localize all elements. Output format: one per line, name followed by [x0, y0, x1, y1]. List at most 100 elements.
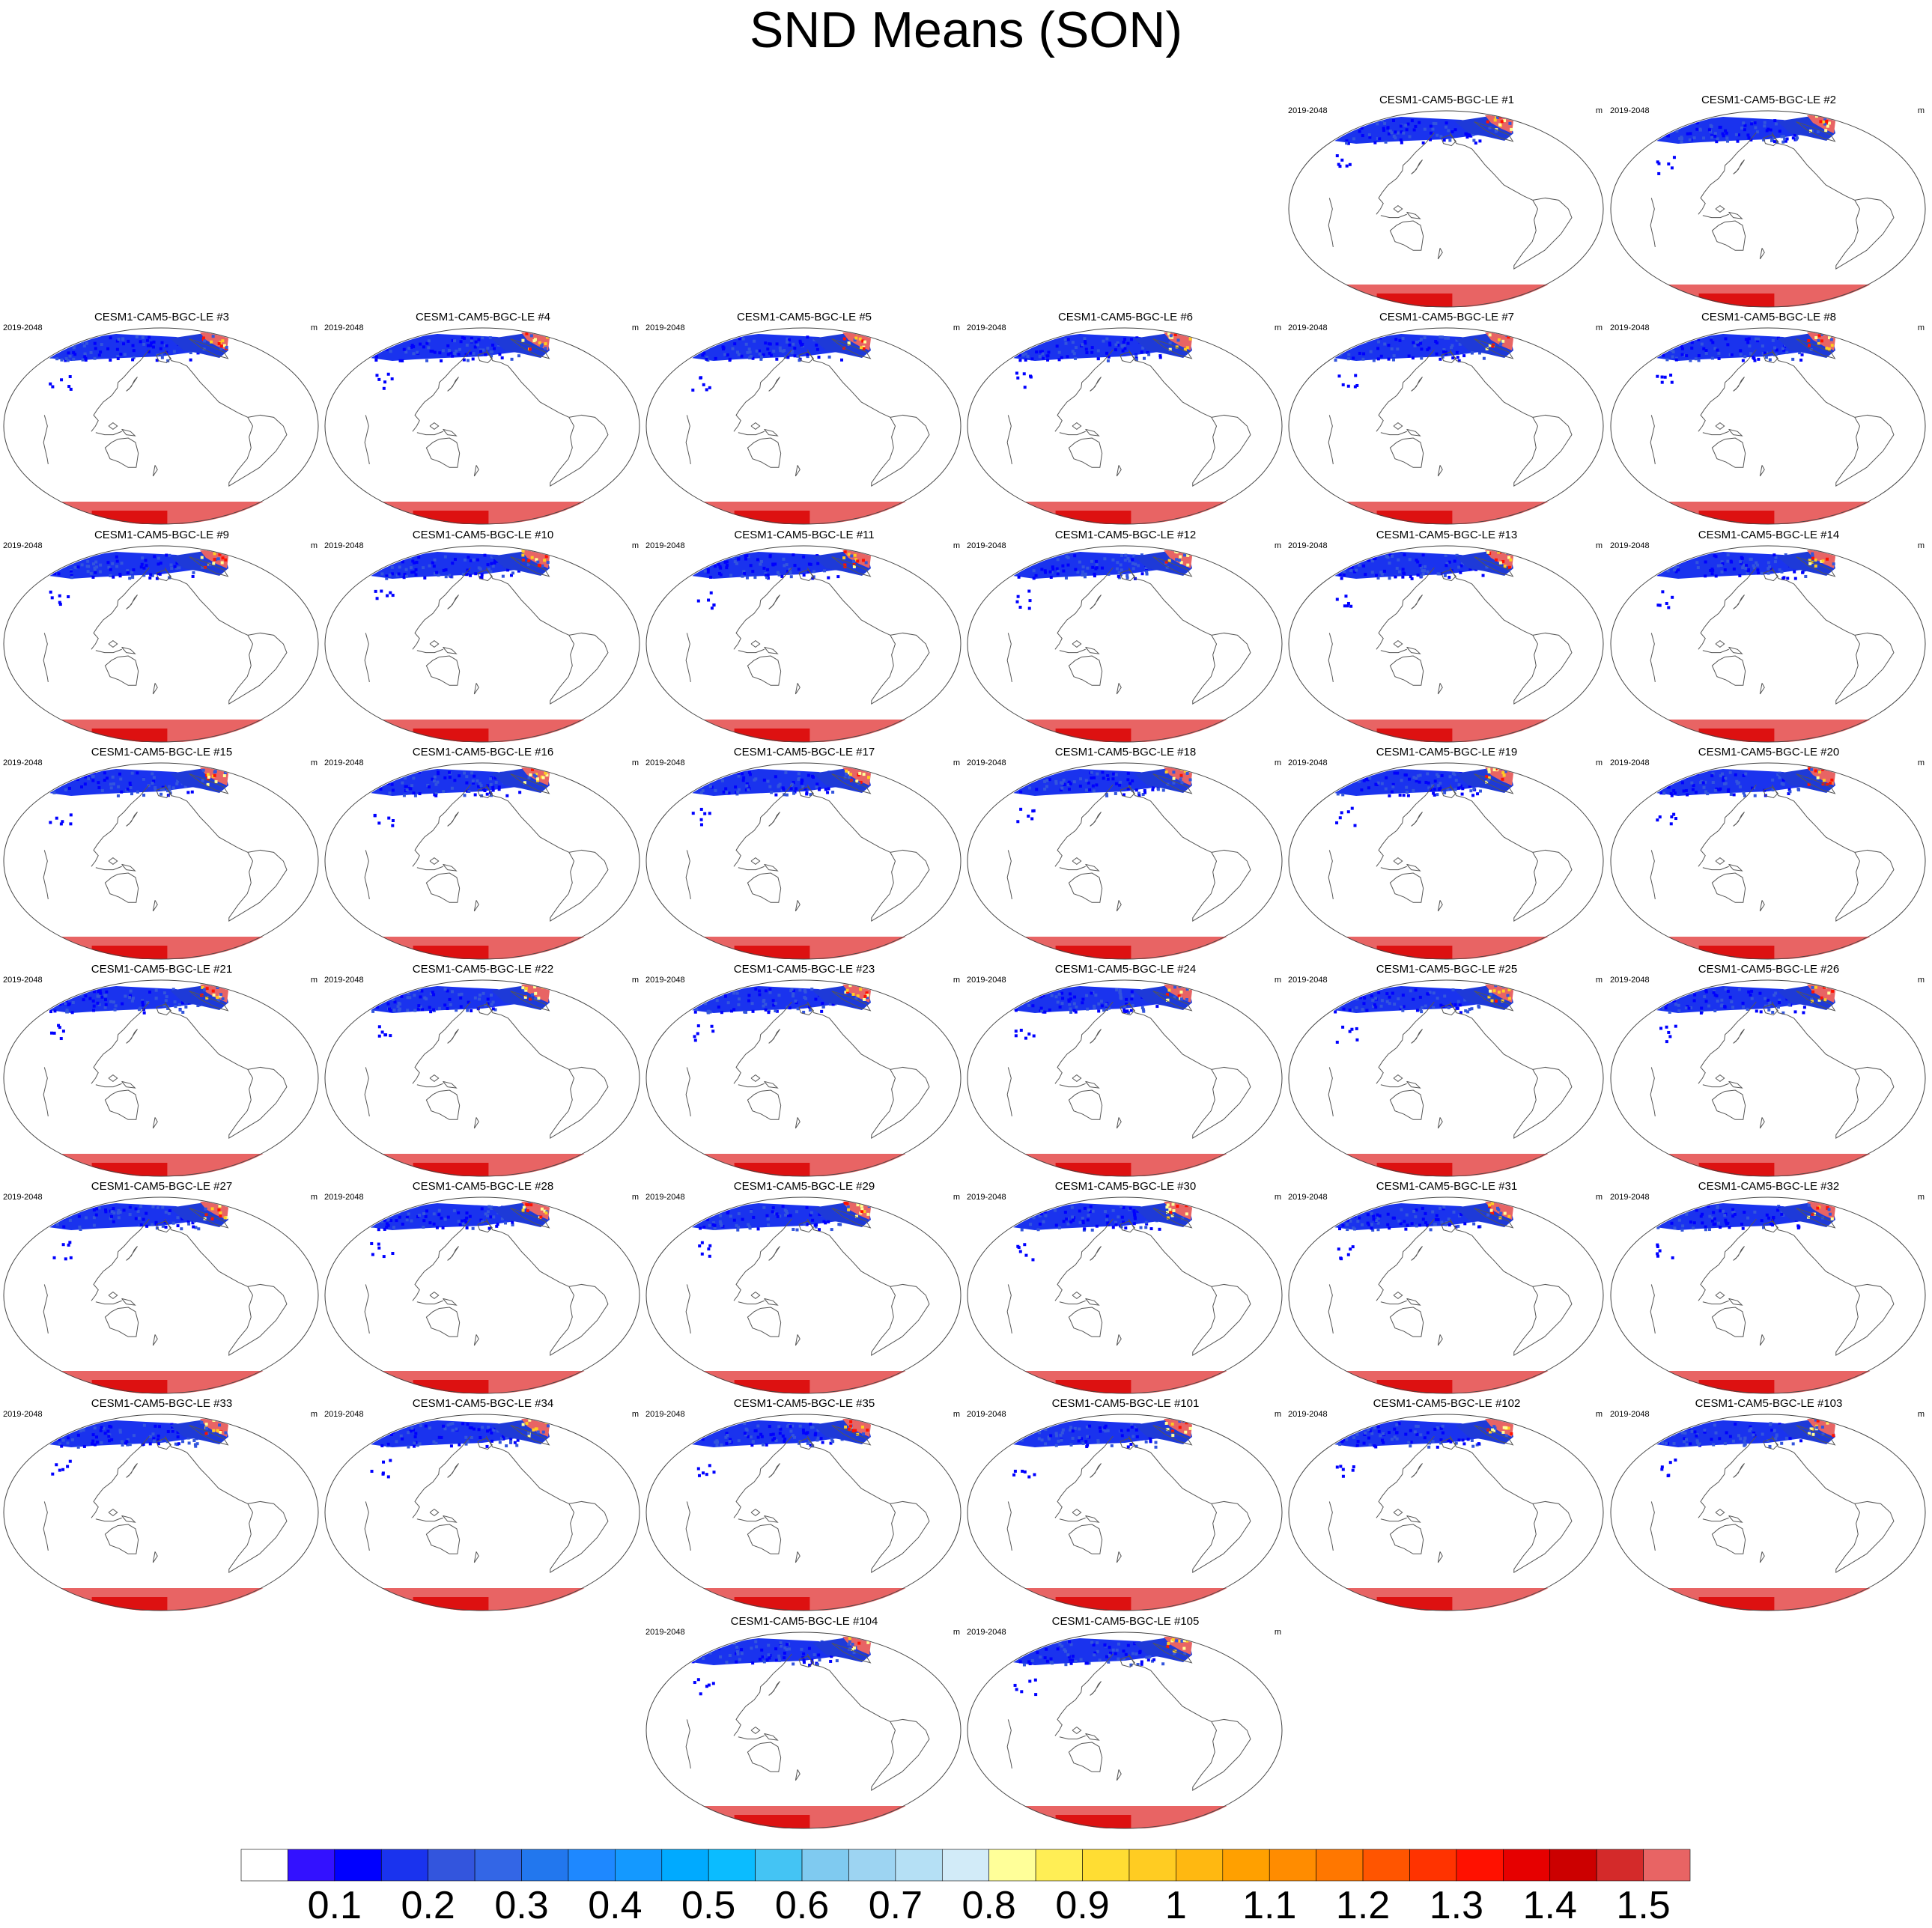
- map-panel: CESM1-CAM5-BGC-LE #7 2019-2048 m: [1288, 311, 1606, 528]
- panel-title: CESM1-CAM5-BGC-LE #6: [1057, 311, 1194, 323]
- panel-period: 2019-2048: [645, 1628, 685, 1637]
- panel-period: 2019-2048: [645, 976, 685, 985]
- panel-units: m: [953, 1193, 960, 1202]
- map-panel: CESM1-CAM5-BGC-LE #103 2019-2048 m: [1610, 1397, 1928, 1614]
- colorbar-tick-label: 1.1: [1242, 1884, 1297, 1927]
- panel-title: CESM1-CAM5-BGC-LE #8: [1701, 311, 1837, 323]
- panel-units: m: [631, 323, 639, 332]
- map-border: [324, 545, 640, 743]
- world-map: [1610, 110, 1926, 308]
- colorbar-swatch: [1128, 1849, 1176, 1882]
- colorbar-swatch: [334, 1849, 382, 1882]
- map-panel: CESM1-CAM5-BGC-LE #101 2019-2048 m: [967, 1397, 1284, 1614]
- map-border: [645, 327, 962, 525]
- panel-period: 2019-2048: [1288, 323, 1328, 332]
- panel-title: CESM1-CAM5-BGC-LE #32: [1698, 1180, 1840, 1193]
- world-map: [645, 1414, 962, 1611]
- panel-title: CESM1-CAM5-BGC-LE #31: [1376, 1180, 1518, 1193]
- panel-units: m: [1917, 976, 1925, 985]
- panel-units: m: [631, 976, 639, 985]
- map-panel: CESM1-CAM5-BGC-LE #15 2019-2048 m: [3, 746, 321, 963]
- map-border: [324, 979, 640, 1177]
- panel-title: CESM1-CAM5-BGC-LE #24: [1054, 963, 1197, 976]
- colorbar-tick-label: 0.3: [494, 1884, 549, 1927]
- panel-units: m: [1595, 758, 1603, 767]
- panel-period: 2019-2048: [1610, 1193, 1650, 1202]
- panel-title: CESM1-CAM5-BGC-LE #104: [730, 1615, 878, 1628]
- colorbar-swatch: [755, 1849, 803, 1882]
- panel-title: CESM1-CAM5-BGC-LE #19: [1376, 746, 1518, 758]
- map-border: [645, 1631, 962, 1829]
- panel-units: m: [1917, 541, 1925, 550]
- colorbar-swatch: [288, 1849, 335, 1882]
- panel-units: m: [631, 1410, 639, 1419]
- colorbar-swatch: [1409, 1849, 1457, 1882]
- world-map: [1610, 327, 1926, 525]
- world-map: [1288, 327, 1604, 525]
- colorbar-swatch: [941, 1849, 990, 1882]
- panel-units: m: [631, 541, 639, 550]
- panel-title: CESM1-CAM5-BGC-LE #20: [1698, 746, 1840, 758]
- panel-units: m: [1274, 1410, 1281, 1419]
- panel-title: CESM1-CAM5-BGC-LE #29: [733, 1180, 875, 1193]
- map-border: [645, 1196, 962, 1394]
- panel-title: CESM1-CAM5-BGC-LE #14: [1698, 529, 1840, 541]
- map-border: [967, 545, 1283, 743]
- panel-period: 2019-2048: [324, 976, 364, 985]
- colorbar-swatch: [1176, 1849, 1224, 1882]
- map-border: [967, 979, 1283, 1177]
- panel-title: CESM1-CAM5-BGC-LE #34: [412, 1397, 554, 1410]
- colorbar-tick-label: 0.7: [868, 1884, 923, 1927]
- colorbar-tick-label: 0.8: [962, 1884, 1016, 1927]
- panel-units: m: [310, 1410, 318, 1419]
- map-border: [645, 1414, 962, 1611]
- panel-period: 2019-2048: [1610, 976, 1650, 985]
- panel-period: 2019-2048: [1288, 106, 1328, 115]
- colorbar-swatch: [474, 1849, 522, 1882]
- panel-units: m: [1274, 1193, 1281, 1202]
- world-map: [1610, 979, 1926, 1177]
- map-border: [1610, 545, 1926, 743]
- world-map: [967, 1196, 1283, 1394]
- world-map: [645, 327, 962, 525]
- world-map: [967, 1414, 1283, 1611]
- map-panel: CESM1-CAM5-BGC-LE #14 2019-2048 m: [1610, 529, 1928, 746]
- map-border: [967, 762, 1283, 960]
- map-panel: CESM1-CAM5-BGC-LE #24 2019-2048 m: [967, 963, 1284, 1180]
- panel-units: m: [953, 323, 960, 332]
- panel-period: 2019-2048: [967, 541, 1006, 550]
- map-panel: CESM1-CAM5-BGC-LE #104 2019-2048 m: [645, 1615, 963, 1832]
- map-border: [645, 762, 962, 960]
- colorbar-swatch: [1549, 1849, 1597, 1882]
- panel-title: CESM1-CAM5-BGC-LE #105: [1051, 1615, 1200, 1628]
- panel-period: 2019-2048: [645, 323, 685, 332]
- colorbar-tick-label: 0.5: [681, 1884, 736, 1927]
- map-border: [1610, 1196, 1926, 1394]
- panel-period: 2019-2048: [967, 323, 1006, 332]
- map-panel: CESM1-CAM5-BGC-LE #18 2019-2048 m: [967, 746, 1284, 963]
- colorbar-swatch: [568, 1849, 616, 1882]
- panel-title: CESM1-CAM5-BGC-LE #33: [91, 1397, 233, 1410]
- map-panel: CESM1-CAM5-BGC-LE #2 2019-2048 m: [1610, 94, 1928, 311]
- panel-units: m: [953, 976, 960, 985]
- world-map: [3, 979, 319, 1177]
- world-map: [645, 1631, 962, 1829]
- map-panel: CESM1-CAM5-BGC-LE #27 2019-2048 m: [3, 1180, 321, 1397]
- world-map: [1288, 1414, 1604, 1611]
- world-map: [1610, 762, 1926, 960]
- panel-title: CESM1-CAM5-BGC-LE #12: [1054, 529, 1197, 541]
- panel-title: CESM1-CAM5-BGC-LE #1: [1379, 94, 1515, 106]
- panel-units: m: [310, 758, 318, 767]
- map-border: [3, 1414, 319, 1611]
- panel-period: 2019-2048: [3, 1193, 43, 1202]
- world-map: [967, 545, 1283, 743]
- panel-period: 2019-2048: [324, 758, 364, 767]
- map-panel: CESM1-CAM5-BGC-LE #1 2019-2048 m: [1288, 94, 1606, 311]
- panel-title: CESM1-CAM5-BGC-LE #13: [1376, 529, 1518, 541]
- panel-title: CESM1-CAM5-BGC-LE #7: [1379, 311, 1515, 323]
- world-map: [967, 1631, 1283, 1829]
- panel-period: 2019-2048: [1610, 758, 1650, 767]
- map-border: [967, 1196, 1283, 1394]
- panel-period: 2019-2048: [967, 1410, 1006, 1419]
- world-map: [645, 545, 962, 743]
